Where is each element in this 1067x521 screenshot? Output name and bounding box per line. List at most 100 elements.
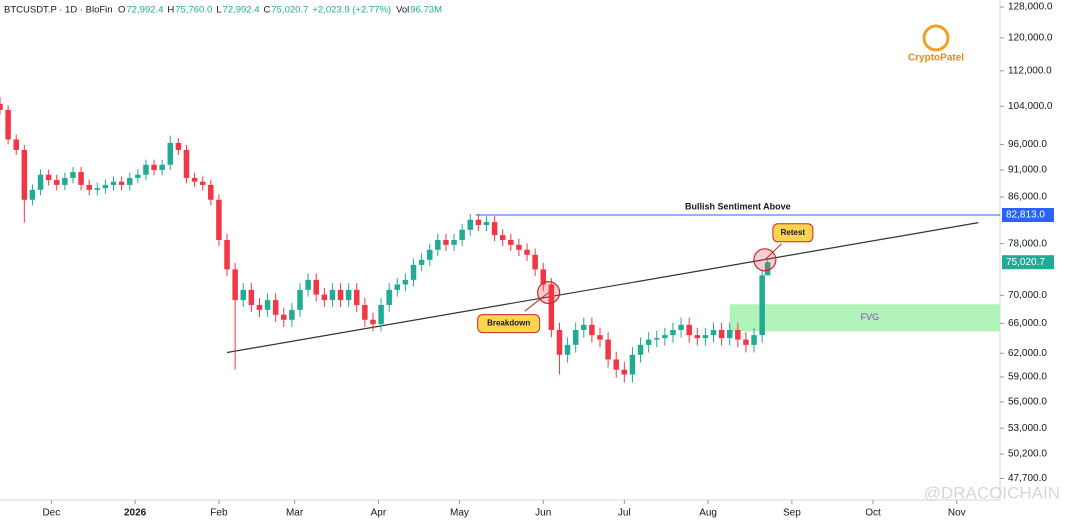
y-tick-label: 91,000.0 (1008, 165, 1047, 176)
candle-body (86, 184, 92, 190)
level-text: Bullish Sentiment Above (685, 201, 791, 211)
candle-body (443, 239, 449, 245)
candle-body (224, 239, 230, 270)
y-tick-label: 50,200.0 (1008, 449, 1047, 460)
logo: CryptoPatel (908, 24, 964, 64)
candle-body (743, 339, 749, 345)
candle-body (37, 174, 44, 190)
candle-body (735, 329, 741, 340)
ohlc-value: 75,020.7 (271, 5, 308, 16)
x-tick-label: Nov (948, 508, 966, 519)
candle-body (151, 164, 157, 170)
y-tick-label: 120,000.0 (1008, 33, 1053, 44)
trendline (226, 222, 979, 354)
candle-body (540, 269, 546, 285)
candle-body (597, 335, 603, 340)
candle-body (435, 239, 441, 250)
candle-body (264, 300, 271, 310)
candle-body (191, 177, 198, 182)
price-label-box (1002, 208, 1054, 223)
candle-body (126, 177, 133, 185)
candle-body (483, 222, 490, 225)
y-tick-label: 96,000.0 (1008, 139, 1047, 150)
watermark: @DRACOICHAIN (924, 483, 1060, 502)
y-tick-label: 128,000.0 (1008, 2, 1053, 13)
candle-body (670, 329, 676, 336)
x-tick-label: Oct (865, 508, 881, 519)
candle-body (167, 142, 174, 165)
candle-body (321, 294, 328, 301)
ohlc-key: L (216, 5, 221, 16)
x-tick-label: Mar (286, 508, 304, 519)
candle-body (102, 184, 109, 189)
fvg-label: FVG (861, 312, 880, 322)
candle-body (370, 319, 376, 325)
price-label: 75,020.7 (1006, 257, 1045, 268)
candle-body (297, 289, 303, 310)
candle-body (645, 339, 652, 345)
candle-body (256, 304, 263, 310)
header: BTCUSDT.P · 1D · BloFin O 72,992.4 H 75,760… (4, 5, 442, 16)
candle-body (272, 300, 279, 315)
candle-body (78, 172, 84, 185)
candle-body (581, 324, 587, 330)
candle-body (564, 344, 571, 355)
y-tick-label: 66,000.0 (1008, 318, 1047, 329)
candle-body (572, 329, 579, 345)
ohlc-value: 72,992.4 (126, 5, 163, 16)
x-tick-label: Feb (210, 508, 228, 519)
symbol: BTCUSDT.P · 1D · BloFin (4, 5, 113, 16)
callout-label: Breakdown (487, 319, 530, 328)
logo-ring (922, 24, 950, 52)
x-tick-label: Sep (783, 508, 801, 519)
candle-body (402, 279, 409, 285)
candle-body (13, 139, 19, 150)
candle-body (281, 314, 287, 320)
candle-body (686, 324, 692, 336)
callout-box (772, 223, 814, 243)
candle-body (475, 219, 482, 225)
candle-body (710, 329, 717, 336)
candle-body (118, 181, 125, 185)
candle-body (499, 235, 506, 240)
callout-label: Retest (781, 228, 806, 237)
candle-body (605, 339, 611, 360)
candle-body (451, 239, 457, 245)
y-tick-label: 47,700.0 (1008, 473, 1047, 484)
candle-body (726, 329, 733, 339)
y-tick-label: 70,000.0 (1008, 290, 1047, 301)
candle-body (5, 109, 11, 140)
candle-body (524, 249, 530, 255)
y-tick-label: 78,000.0 (1008, 238, 1047, 249)
ohlc-key: H (167, 5, 174, 16)
x-tick-label: Apr (371, 508, 387, 519)
volume-key: Vol (396, 5, 409, 16)
candle-body (764, 262, 771, 276)
ohlc-key: C (264, 5, 271, 16)
y-tick-label: 112,000.0 (1008, 65, 1052, 76)
candle-body (345, 289, 352, 301)
candle-body (516, 244, 522, 250)
candle-body (654, 338, 660, 340)
candle-body (29, 189, 36, 200)
candle-body (21, 149, 28, 200)
candle-body (637, 344, 644, 355)
candle-body (556, 329, 563, 355)
candle-body (143, 164, 149, 175)
ohlc-key: O (118, 5, 125, 16)
candle-body (175, 142, 182, 150)
y-tick-label: 56,000.0 (1008, 397, 1047, 408)
candle-body (62, 177, 68, 185)
x-tick-label: Aug (699, 508, 717, 519)
candle-body (410, 264, 417, 280)
change: +2,023.9 (+2.77%) (312, 5, 391, 16)
candle-body (759, 275, 765, 336)
x-tick-label: Jul (618, 508, 631, 519)
candle-body (94, 188, 101, 190)
candle-body (135, 174, 141, 178)
fvg-zone (729, 304, 1000, 332)
y-tick-label: 104,000.0 (1008, 101, 1053, 112)
x-tick-label: 2026 (124, 508, 147, 519)
candle-body (159, 164, 165, 170)
